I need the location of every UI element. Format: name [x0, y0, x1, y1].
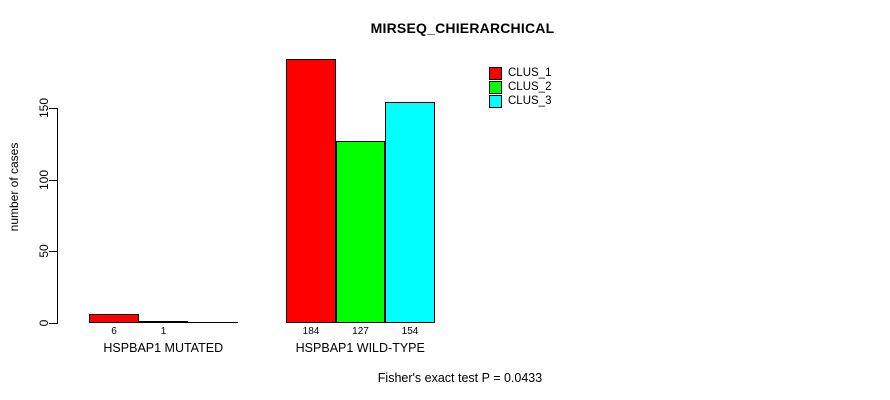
legend-label: CLUS_2: [508, 81, 552, 93]
legend-item: CLUS_1: [489, 66, 551, 80]
legend-label: CLUS_3: [508, 95, 552, 107]
legend-item: CLUS_3: [489, 94, 551, 108]
bar-clus_3-cat0: [188, 322, 238, 323]
bar-value-label: 1: [160, 326, 167, 337]
y-tick-label: 150: [37, 97, 51, 119]
y-tick-label: 0: [37, 319, 51, 327]
bar-clus_1-cat0: [89, 314, 139, 323]
y-tick: [49, 323, 57, 324]
annotation-text: Fisher's exact test P = 0.0433: [377, 371, 543, 385]
legend-color-swatch: [489, 94, 502, 108]
y-axis-line: [57, 108, 58, 324]
bar-value-label: 6: [111, 326, 117, 337]
y-tick: [49, 180, 57, 181]
bar-clus_2-cat0: [139, 321, 188, 323]
legend-item: CLUS_2: [489, 80, 551, 94]
y-tick: [49, 251, 57, 252]
legend: CLUS_1 CLUS_2 CLUS_3: [489, 66, 551, 108]
y-tick: [49, 108, 57, 109]
bar-clus_3-cat1: [385, 102, 435, 323]
legend-color-swatch: [489, 80, 502, 94]
bar-clus_1-cat1: [286, 59, 336, 323]
y-axis-label: number of cases: [7, 142, 21, 232]
bar-value-label: 154: [401, 326, 419, 337]
bar-value-label: 127: [352, 326, 369, 337]
category-label: HSPBAP1 WILD-TYPE: [295, 341, 425, 355]
category-label: HSPBAP1 MUTATED: [103, 341, 224, 355]
bar-value-label: 184: [302, 326, 320, 337]
chart-title: MIRSEQ_CHIERARCHICAL: [370, 20, 555, 36]
y-tick-label: 50: [37, 244, 51, 258]
bar-clus_2-cat1: [336, 141, 385, 323]
legend-label: CLUS_1: [508, 67, 552, 79]
y-tick-label: 100: [37, 169, 51, 191]
legend-color-swatch: [489, 66, 502, 80]
